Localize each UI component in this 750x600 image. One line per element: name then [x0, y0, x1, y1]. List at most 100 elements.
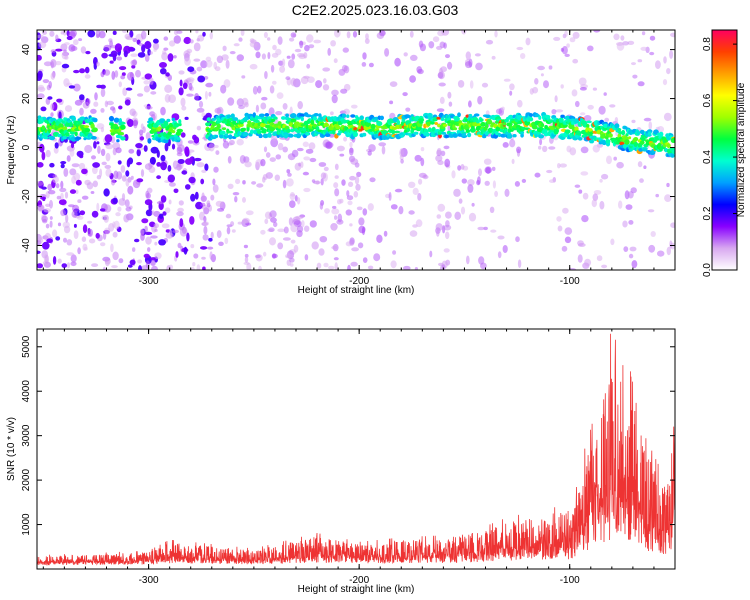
heatmap-cell — [66, 262, 71, 269]
heatmap-cell — [647, 209, 655, 213]
heatmap-cell — [559, 163, 567, 168]
heatmap-cell — [164, 84, 173, 94]
heatmap-cell — [92, 162, 100, 168]
heatmap-cell — [338, 130, 343, 134]
heatmap-cell — [136, 178, 144, 183]
heatmap-cell — [206, 117, 211, 122]
heatmap-cell — [290, 239, 296, 244]
heatmap-cell — [354, 175, 360, 185]
heatmap-cell — [154, 241, 158, 246]
heatmap-cell — [85, 50, 91, 55]
heatmap-cell — [304, 225, 310, 232]
heatmap-cell — [112, 251, 119, 261]
heatmap-cell — [613, 156, 617, 161]
heatmap-cell — [238, 37, 243, 42]
heatmap-cell — [92, 180, 99, 188]
heatmap-cell — [305, 148, 314, 154]
heatmap-cell — [562, 207, 569, 214]
heatmap-cell — [64, 132, 70, 137]
heatmap-cell — [37, 130, 41, 136]
heatmap-cell — [91, 210, 99, 218]
heatmap-cell — [92, 127, 98, 133]
heatmap-cell — [453, 127, 458, 131]
heatmap-cell — [412, 187, 419, 195]
heatmap-cell — [666, 246, 671, 256]
heatmap-cell — [37, 162, 44, 168]
heatmap-cell — [52, 174, 58, 178]
heatmap-cell — [79, 94, 85, 101]
heatmap-cell — [271, 118, 276, 123]
heatmap-cell — [436, 230, 440, 237]
heatmap-cell — [249, 63, 258, 70]
heatmap-cell — [200, 246, 208, 250]
heatmap-cell — [491, 55, 496, 60]
heatmap-cell — [90, 123, 95, 129]
heatmap-cell — [84, 144, 93, 154]
heatmap-cell — [302, 141, 309, 148]
heatmap-cell — [467, 179, 475, 186]
heatmap-cell — [127, 185, 134, 195]
heatmap-cell — [436, 108, 445, 112]
heatmap-cell — [201, 169, 207, 173]
heatmap-cell — [49, 220, 53, 228]
heatmap-cell — [183, 36, 192, 45]
heatmap-cell — [308, 44, 315, 49]
heatmap-cell — [48, 190, 56, 195]
heatmap-cell — [245, 210, 254, 216]
heatmap-cell — [346, 195, 354, 201]
heatmap-cell — [86, 182, 94, 190]
heatmap-cell — [58, 111, 62, 120]
heatmap-cell — [144, 231, 153, 235]
heatmap-cell — [386, 133, 390, 138]
snr-panel: -300 -200 -100 1000 2000 3000 4000 5000 Height… — [6, 328, 676, 595]
heatmap-cell — [153, 223, 159, 229]
heatmap-cell — [285, 76, 291, 81]
heatmap-cell — [237, 221, 243, 225]
heatmap-cell — [479, 118, 484, 122]
heatmap-cell — [178, 87, 184, 96]
heatmap-cell — [79, 68, 86, 74]
heatmap-cell — [509, 83, 515, 91]
heatmap-cell — [193, 253, 199, 259]
heatmap-cell — [105, 168, 112, 177]
heatmap-cell — [197, 34, 205, 42]
x-tick-label: -100 — [560, 575, 580, 586]
heatmap-cell — [384, 48, 390, 57]
heatmap-cell — [101, 214, 109, 221]
heatmap-cell — [336, 145, 345, 152]
heatmap-cell — [640, 46, 648, 51]
heatmap-cell — [194, 93, 200, 101]
heatmap-cell — [429, 120, 435, 125]
heatmap-cell — [260, 122, 267, 128]
heatmap-cell — [551, 115, 556, 118]
heatmap-cell — [228, 134, 233, 140]
heatmap-cell — [281, 116, 286, 120]
heatmap-cell — [168, 182, 176, 187]
heatmap-cell — [46, 238, 53, 243]
heatmap-cell — [42, 79, 50, 84]
heatmap-cell — [323, 166, 329, 172]
heatmap-cell — [205, 60, 213, 68]
heatmap-cell — [405, 120, 412, 125]
heatmap-cell — [270, 217, 277, 223]
heatmap-cell — [82, 101, 90, 109]
heatmap-cell — [441, 131, 447, 135]
heatmap-cell — [258, 265, 262, 270]
heatmap-cell — [137, 52, 146, 58]
heatmap-cell — [396, 119, 401, 126]
heatmap-cell — [227, 183, 234, 189]
heatmap-cell — [414, 154, 422, 162]
heatmap-cell — [160, 161, 168, 171]
heatmap-cell — [261, 96, 268, 101]
heatmap-cell — [367, 150, 372, 156]
heatmap-cell — [514, 181, 521, 187]
heatmap-cell — [379, 115, 384, 121]
heatmap-cell — [276, 92, 284, 99]
heatmap-cell — [222, 45, 227, 52]
heatmap-cell — [71, 210, 78, 218]
heatmap-cell — [37, 93, 45, 99]
heatmap-cell — [628, 220, 634, 225]
heatmap-cell — [478, 256, 485, 265]
heatmap-cell — [343, 108, 350, 115]
heatmap-cell — [173, 55, 177, 59]
